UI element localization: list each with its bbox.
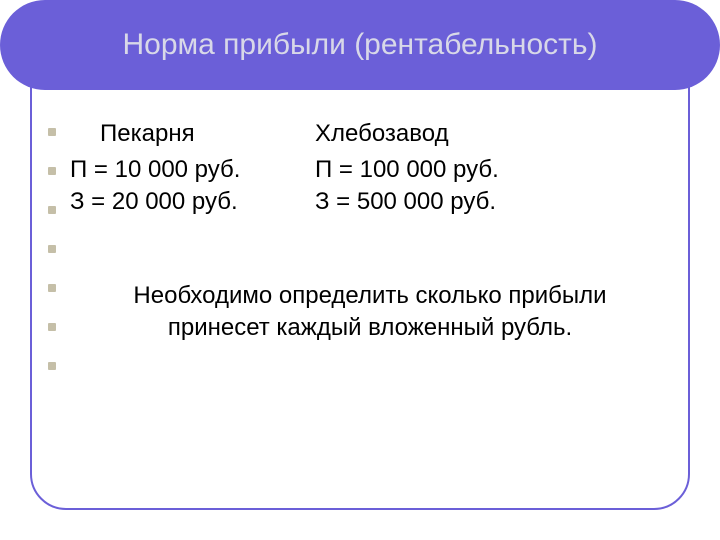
task-text: Необходимо определить сколько прибыли пр… xyxy=(70,280,670,345)
column-right-profit: П = 100 000 руб. xyxy=(315,156,615,184)
header-band: Норма прибыли (рентабельность) xyxy=(0,0,720,90)
column-left-cost: З = 20 000 руб. xyxy=(70,188,285,216)
bullet-dots xyxy=(48,128,56,370)
bullet-dot xyxy=(48,128,56,136)
column-right: Хлебозавод П = 100 000 руб. З = 500 000 … xyxy=(315,120,615,220)
column-right-title: Хлебозавод xyxy=(315,120,615,148)
comparison-columns: Пекарня П = 10 000 руб. З = 20 000 руб. … xyxy=(70,120,670,220)
bullet-dot xyxy=(48,284,56,292)
bullet-dot xyxy=(48,323,56,331)
column-right-cost: З = 500 000 руб. xyxy=(315,188,615,216)
slide-title: Норма прибыли (рентабельность) xyxy=(122,27,597,63)
bullet-dot xyxy=(48,245,56,253)
column-left-title: Пекарня xyxy=(70,120,285,148)
bullet-dot xyxy=(48,167,56,175)
bullet-dot xyxy=(48,206,56,214)
bullet-dot xyxy=(48,362,56,370)
content-area: Пекарня П = 10 000 руб. З = 20 000 руб. … xyxy=(70,120,670,345)
column-left-profit: П = 10 000 руб. xyxy=(70,156,285,184)
column-left: Пекарня П = 10 000 руб. З = 20 000 руб. xyxy=(70,120,285,220)
